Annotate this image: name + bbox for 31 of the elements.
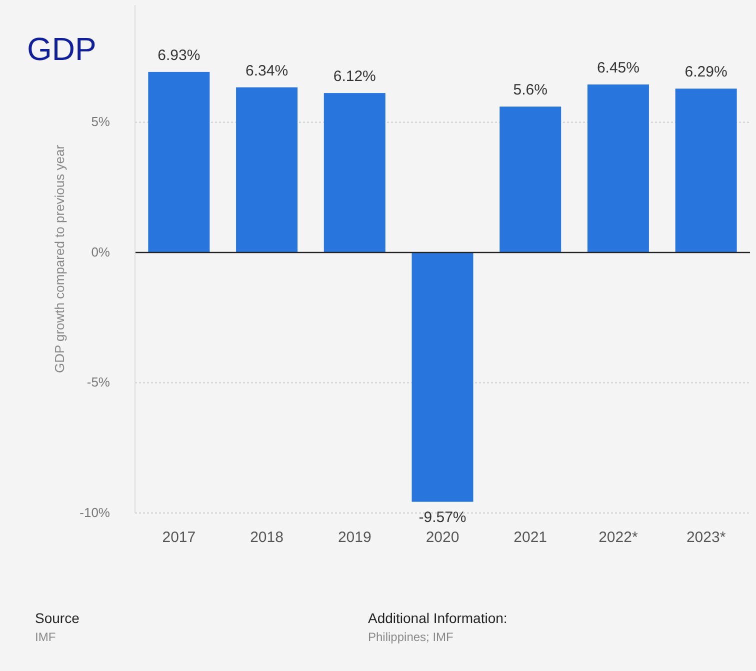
data-label: 6.34%	[246, 62, 288, 80]
y-tick-label: 5%	[91, 114, 110, 130]
x-tick-label: 2021	[514, 529, 548, 546]
y-tick-label: -10%	[80, 505, 110, 520]
bar	[148, 72, 210, 252]
text: GDP	[27, 31, 96, 67]
x-tick-label: 2022*	[598, 529, 638, 546]
y-tick-label: 0%	[91, 244, 110, 260]
x-tick-label: 2020	[426, 529, 460, 546]
bar	[500, 106, 562, 252]
text: Source	[35, 610, 80, 626]
bar	[324, 93, 386, 252]
bar	[236, 87, 298, 252]
data-label: 6.45%	[596, 59, 640, 76]
data-label: 6.12%	[333, 68, 376, 86]
x-tick-label: 2023*	[686, 529, 726, 546]
data-label: 6.29%	[684, 64, 728, 81]
x-tick-label: 2018	[250, 529, 284, 546]
x-tick-label: 2017	[162, 529, 196, 546]
data-label: 5.6%	[513, 82, 548, 99]
bar	[587, 84, 649, 252]
y-axis-title: GDP growth compared to previous year	[52, 144, 67, 374]
bar	[675, 88, 737, 252]
y-tick-label: -5%	[86, 374, 110, 390]
text: Philippines; IMF	[368, 630, 454, 644]
bar	[412, 252, 474, 502]
text: IMF	[35, 630, 56, 644]
x-tick-label: 2019	[338, 529, 372, 546]
text: Additional Information:	[368, 610, 508, 626]
data-label: 6.93%	[158, 46, 200, 64]
data-label: -9.57%	[418, 508, 466, 526]
